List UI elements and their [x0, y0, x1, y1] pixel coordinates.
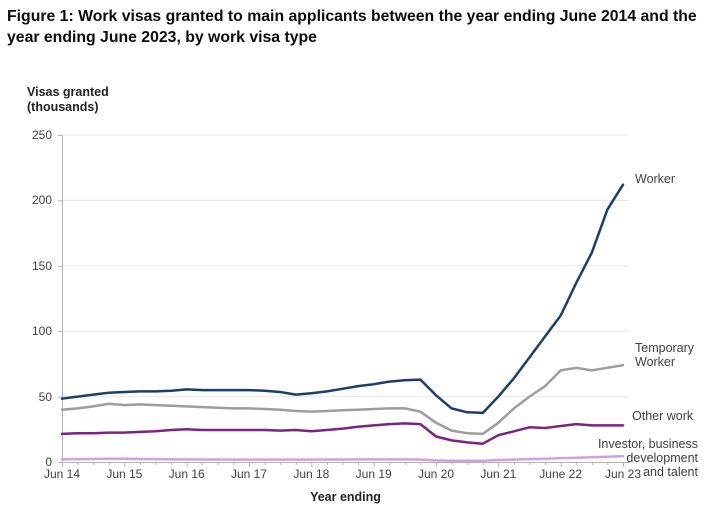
y-tick-label: 250 — [31, 128, 52, 142]
chart-title: Figure 1: Work visas granted to main app… — [7, 8, 697, 46]
series-line-temporary-worker — [60, 363, 625, 436]
x-tick-label: Jun 17 — [230, 467, 268, 481]
y-tick-label: 50 — [38, 389, 52, 404]
x-tick-label: June 22 — [539, 467, 582, 481]
y-tick-label: 200 — [31, 193, 52, 208]
x-tick-label: Jun 21 — [480, 467, 517, 481]
x-tick-label: Jun 14 — [43, 467, 81, 481]
y-tick-label: 100 — [31, 324, 52, 339]
x-tick-label: Jun 23 — [604, 467, 642, 481]
y-axis-title: Visas granted (thousands) — [27, 85, 109, 114]
y-tick-label: 150 — [31, 258, 52, 273]
series-line-other-work — [60, 422, 625, 445]
x-tick-label: Jun 16 — [168, 467, 205, 481]
series-line-investor-business-development-and-talent — [60, 454, 625, 463]
y-tick-label: 0 — [45, 455, 52, 469]
series-line-worker — [60, 183, 625, 415]
x-tick-label: Jun 19 — [355, 467, 392, 481]
series-label-investor: Investor, business development and talen… — [597, 437, 698, 479]
x-axis-title: Year ending — [310, 490, 381, 504]
x-tick-label: Jun 15 — [106, 467, 143, 481]
series-label-other-work: Other work — [632, 409, 694, 423]
series-label-temporary-worker: Temporary Worker — [635, 341, 695, 369]
x-tick-label: Jun 20 — [417, 467, 455, 481]
x-tick-label: Jun 18 — [293, 467, 330, 481]
series-label-worker: Worker — [635, 172, 676, 186]
